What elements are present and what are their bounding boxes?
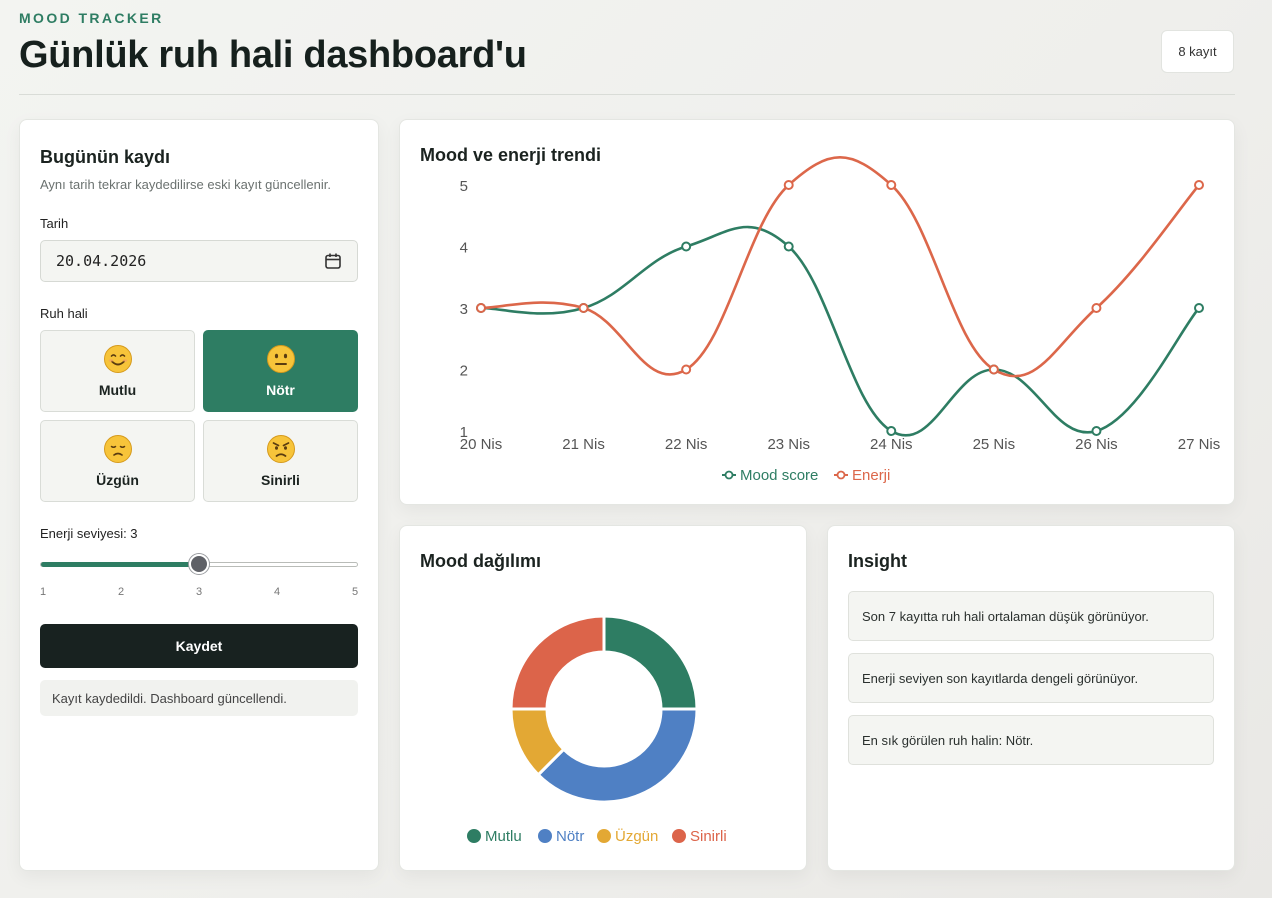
- data-point[interactable]: [1091, 303, 1102, 313]
- legend-label: Mood score: [740, 467, 818, 484]
- energy-tick-label: 1: [39, 586, 47, 598]
- sad-face-icon: [103, 435, 132, 463]
- legend-label: Sinirli: [690, 828, 727, 845]
- data-point[interactable]: [1194, 180, 1204, 190]
- date-label: Tarih: [40, 216, 69, 231]
- data-point[interactable]: [783, 180, 794, 190]
- legend-marker: [467, 829, 481, 843]
- legend-item[interactable]: Nötr: [538, 828, 584, 845]
- donut-slice-sinirli[interactable]: [509, 614, 606, 711]
- data-point[interactable]: [1091, 426, 1102, 436]
- legend-label: Üzgün: [615, 827, 658, 845]
- legend-marker: [538, 829, 552, 843]
- x-tick-label: 23 Nis: [767, 436, 810, 453]
- data-point[interactable]: [578, 303, 589, 313]
- smiling-face-icon: [103, 345, 132, 373]
- legend-marker: [724, 470, 734, 480]
- legend-item[interactable]: Sinirli: [672, 828, 727, 845]
- donut-slice-mutlu[interactable]: [602, 614, 699, 711]
- angry-face-icon: [266, 435, 295, 463]
- save-button[interactable]: Kaydet: [40, 624, 358, 668]
- date-value: 20.04.2026: [56, 252, 147, 270]
- app-eyebrow: MOOD TRACKER: [19, 10, 164, 26]
- y-tick-label: 5: [460, 178, 468, 195]
- distribution-chart-card: Mood dağılımı Mutlu Nötr Üzgün Sinirli: [399, 525, 807, 871]
- legend-marker: [672, 829, 686, 843]
- mood-option-label: Nötr: [266, 382, 295, 398]
- legend-marker: [597, 829, 611, 843]
- form-subtitle: Aynı tarih tekrar kaydedilirse eski kayı…: [40, 177, 331, 192]
- energy-slider-fill: [41, 562, 200, 567]
- entry-form-card: Bugünün kaydı Aynı tarih tekrar kaydedil…: [19, 119, 379, 871]
- legend-label: Enerji: [852, 467, 890, 484]
- legend-item[interactable]: Mutlu: [467, 828, 522, 845]
- mood-option-label: Sinirli: [261, 472, 300, 488]
- trend-chart-title: Mood ve enerji trendi: [420, 145, 602, 165]
- trend-chart-card: Mood ve enerji trendi 1 2 3 4 5 20 Nis 21 Nis 2…: [399, 119, 1235, 505]
- energy-tick-label: 2: [117, 586, 125, 598]
- legend-item[interactable]: Enerji: [834, 467, 890, 484]
- date-input[interactable]: 20.04.2026: [40, 240, 358, 282]
- mood-option-uzgun[interactable]: Üzgün: [40, 420, 195, 502]
- insight-item: En sık görülen ruh halin: Nötr.: [848, 715, 1214, 765]
- legend-label: Nötr: [556, 828, 584, 845]
- y-tick-label: 3: [460, 301, 468, 318]
- data-point[interactable]: [988, 364, 999, 375]
- energy-tick-label: 5: [351, 586, 359, 598]
- insight-item: Enerji seviyen son kayıtlarda dengeli gö…: [848, 653, 1214, 703]
- insight-card: Insight Son 7 kayıtta ruh hali ortalaman…: [827, 525, 1235, 871]
- y-tick-label: 2: [460, 363, 468, 380]
- trend-line-chart: 1 2 3 4 5 20 Nis 21 Nis 22 Nis 23 Nis 24 Nis 25 Ni…: [460, 156, 1221, 484]
- legend-item[interactable]: Üzgün: [597, 827, 658, 845]
- y-tick-label: 4: [460, 240, 468, 257]
- x-tick-label: 20 Nis: [460, 436, 503, 453]
- energy-label: Enerji seviyesi: 3: [40, 526, 138, 541]
- legend-label: Mutlu: [485, 828, 522, 845]
- data-point[interactable]: [476, 303, 486, 313]
- data-point[interactable]: [886, 426, 897, 436]
- distribution-chart-title: Mood dağılımı: [420, 551, 541, 571]
- x-tick-label: 26 Nis: [1075, 436, 1118, 453]
- record-count-badge: 8 kayıt: [1161, 30, 1234, 73]
- data-point[interactable]: [681, 364, 692, 375]
- insight-title: Insight: [848, 551, 907, 571]
- legend-item[interactable]: Mood score: [722, 467, 818, 484]
- x-tick-label: 25 Nis: [973, 436, 1016, 453]
- form-title: Bugünün kaydı: [40, 147, 170, 167]
- page-title: Günlük ruh hali dashboard'u: [19, 34, 527, 76]
- energy-tick-label: 4: [273, 586, 281, 598]
- mood-option-notr[interactable]: Nötr: [203, 330, 358, 412]
- series-line-mood-score: [480, 225, 1200, 437]
- x-tick-label: 21 Nis: [562, 436, 605, 453]
- energy-slider-thumb[interactable]: [189, 554, 209, 574]
- data-point[interactable]: [681, 241, 692, 252]
- data-point[interactable]: [1194, 303, 1204, 313]
- header-divider: [19, 94, 1235, 95]
- data-point[interactable]: [783, 241, 794, 252]
- mood-donut-chart: Mutlu Nötr Üzgün Sinirli: [467, 614, 727, 845]
- mood-option-label: Üzgün: [96, 472, 139, 488]
- x-tick-label: 24 Nis: [870, 436, 913, 453]
- mood-label: Ruh hali: [40, 306, 88, 321]
- insight-item: Son 7 kayıtta ruh hali ortalaman düşük g…: [848, 591, 1214, 641]
- data-point[interactable]: [886, 180, 897, 190]
- status-message: Kayıt kaydedildi. Dashboard güncellendi.: [40, 680, 358, 716]
- x-tick-label: 22 Nis: [665, 436, 708, 453]
- legend-marker: [836, 470, 846, 480]
- calendar-icon[interactable]: [324, 252, 342, 270]
- y-tick-label: 1: [460, 424, 468, 441]
- neutral-face-icon: [266, 345, 295, 373]
- mood-option-sinirli[interactable]: Sinirli: [203, 420, 358, 502]
- donut-slice-nötr[interactable]: [536, 707, 699, 804]
- mood-option-label: Mutlu: [98, 382, 137, 398]
- series-line-enerji: [480, 156, 1200, 378]
- energy-tick-label: 3: [195, 586, 203, 598]
- mood-option-mutlu[interactable]: Mutlu: [40, 330, 195, 412]
- x-tick-label: 27 Nis: [1178, 436, 1221, 453]
